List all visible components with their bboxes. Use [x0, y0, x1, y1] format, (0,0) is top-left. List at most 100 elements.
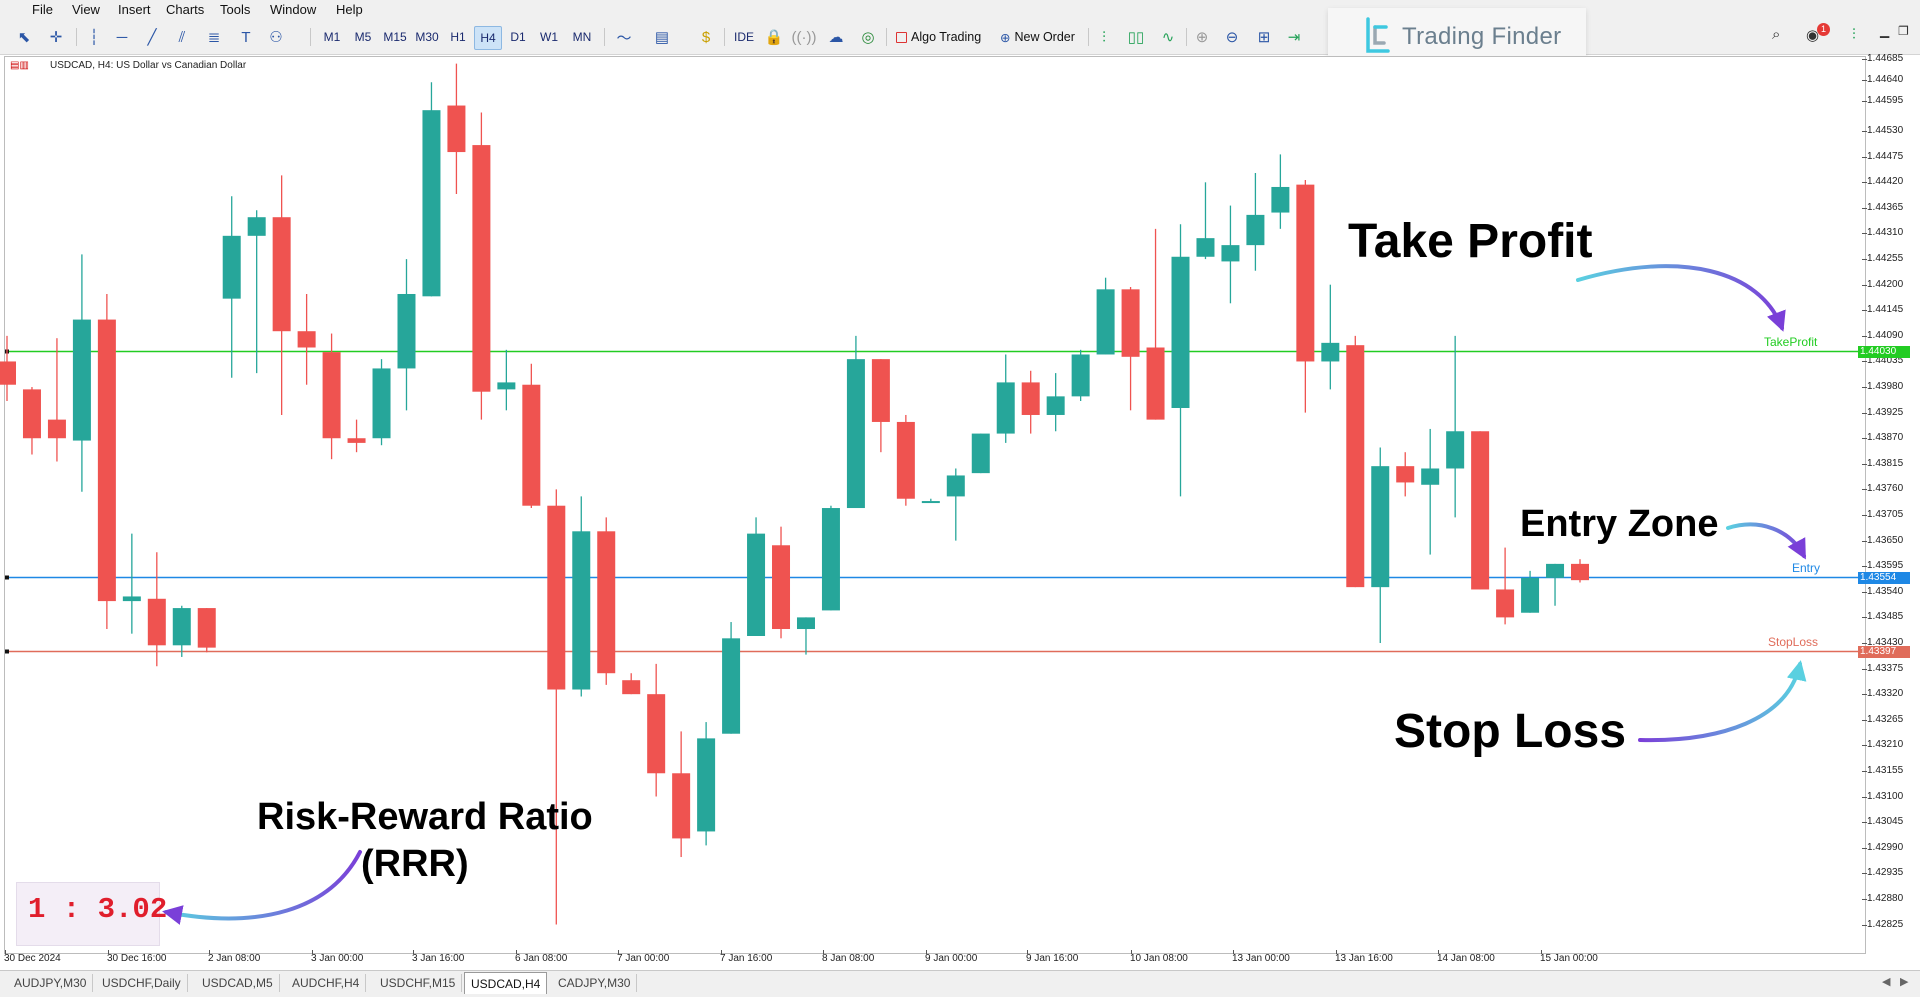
cursor-icon[interactable]: ⬉	[17, 29, 31, 46]
price-tick-mark	[1862, 898, 1867, 900]
channel-icon[interactable]: ⫽	[178, 28, 186, 46]
price-tick-mark	[1862, 719, 1867, 721]
price-tick-mark	[1862, 566, 1867, 568]
menu-insert[interactable]: Insert	[118, 2, 151, 17]
price-tick-mark	[1862, 642, 1867, 644]
price-tick-mark	[1862, 796, 1867, 798]
price-tick-label: 1.43045	[1867, 816, 1904, 828]
price-tick-mark	[1862, 412, 1867, 414]
time-label: 7 Jan 00:00	[617, 953, 670, 964]
price-tick-label: 1.43650	[1867, 534, 1904, 546]
price-tick-mark	[1862, 745, 1867, 747]
signal-icon[interactable]: ((·))	[791, 28, 817, 46]
tab-usdcad-h4[interactable]: USDCAD,H4	[464, 972, 548, 994]
menu-window[interactable]: Window	[270, 2, 317, 17]
signal-strength-icon[interactable]: ⫶	[1852, 26, 1856, 43]
crosshair-icon[interactable]: ✛	[49, 29, 63, 46]
tab-usdchf-daily[interactable]: USDCHF,Daily	[96, 974, 188, 992]
bar-chart-icon[interactable]: ⫶	[1102, 28, 1106, 46]
price-tick-mark	[1862, 847, 1867, 849]
ide-button[interactable]: IDE	[733, 30, 754, 44]
zoom-out-icon[interactable]: ⊖	[1225, 29, 1239, 46]
fibonacci-icon[interactable]: ≣	[207, 29, 221, 46]
price-tick-label: 1.43870	[1867, 432, 1904, 444]
lock-icon[interactable]: 🔒	[764, 29, 784, 46]
chart-type-icon[interactable]: 〜	[616, 29, 632, 47]
cloud-icon[interactable]: ☁	[828, 29, 844, 46]
timeframe-h4[interactable]: H4	[474, 26, 502, 50]
entry-zone-annotation: Entry Zone	[1520, 503, 1719, 545]
shapes-icon[interactable]: ⚇	[269, 29, 283, 46]
price-tick-mark	[1862, 284, 1867, 286]
time-tick-mark	[1131, 950, 1132, 954]
menu-bar: File View Insert Charts Tools Window Hel…	[0, 0, 1920, 20]
trendline-icon[interactable]: ╱	[147, 29, 157, 46]
menu-help[interactable]: Help	[336, 2, 363, 17]
autoscroll-icon[interactable]: ⇥	[1287, 29, 1301, 46]
price-tick-label: 1.44090	[1867, 329, 1904, 341]
tabs-scroll-left-icon[interactable]: ◀	[1882, 976, 1891, 988]
tabs-scroll-right-icon[interactable]: ▶	[1900, 976, 1909, 988]
templates-icon[interactable]: ▤	[654, 29, 670, 46]
price-tick-mark	[1862, 100, 1867, 102]
price-tick-label: 1.43210	[1867, 739, 1904, 751]
menu-file[interactable]: File	[32, 2, 53, 17]
stop-square-icon	[896, 31, 907, 43]
rrr-panel	[16, 882, 160, 946]
time-label: 15 Jan 00:00	[1540, 953, 1598, 964]
stop-loss-annotation: Stop Loss	[1394, 705, 1627, 758]
horizontal-line-icon[interactable]: ─	[116, 28, 128, 46]
new-order-button[interactable]: ⊕ New Order	[1000, 26, 1075, 48]
tab-usdchf-m15[interactable]: USDCHF,M15	[374, 974, 463, 992]
time-label: 7 Jan 16:00	[720, 953, 773, 964]
menu-charts[interactable]: Charts	[166, 2, 205, 17]
search-icon[interactable]: ⌕	[1772, 26, 1781, 43]
price-tick-label: 1.44530	[1867, 125, 1904, 137]
text-tool-icon[interactable]: T	[241, 28, 251, 46]
chart-panel[interactable]	[4, 56, 1866, 954]
line-chart-icon[interactable]: ∿	[1161, 29, 1175, 46]
grid-icon[interactable]: ⊞	[1257, 29, 1271, 46]
price-tick-label: 1.44685	[1867, 53, 1904, 64]
window-restore-icon[interactable]: ❐	[1898, 24, 1909, 38]
window-minimize-icon[interactable]: ▁	[1880, 24, 1890, 38]
price-tick-label: 1.43265	[1867, 713, 1904, 725]
vps-icon[interactable]: ◎	[861, 29, 875, 46]
tab-audjpy-m30[interactable]: AUDJPY,M30	[8, 974, 94, 992]
timeframe-m5[interactable]: M5	[354, 30, 372, 44]
price-tick-mark	[1862, 617, 1867, 619]
zoom-in-icon[interactable]: ⊕	[1195, 29, 1209, 46]
timeframe-mn[interactable]: MN	[572, 30, 592, 44]
candlestick-icon[interactable]: ▯▯	[1127, 29, 1145, 46]
price-tick-mark	[1862, 335, 1867, 337]
price-tick-mark	[1862, 822, 1867, 824]
timeframe-d1[interactable]: D1	[510, 30, 526, 44]
vertical-line-icon[interactable]: ┆	[89, 29, 99, 46]
time-tick-mark	[823, 950, 824, 954]
timeframe-m15[interactable]: M15	[383, 30, 407, 44]
time-tick-mark	[413, 950, 414, 954]
timeframe-m30[interactable]: M30	[415, 30, 439, 44]
time-label: 9 Jan 16:00	[1026, 953, 1079, 964]
tab-usdcad-m5[interactable]: USDCAD,M5	[196, 974, 280, 992]
price-tick-label: 1.42990	[1867, 841, 1904, 853]
time-label: 6 Jan 08:00	[515, 953, 568, 964]
algo-trading-button[interactable]: Algo Trading	[896, 26, 981, 48]
price-tick-mark	[1862, 873, 1867, 875]
price-tick-mark	[1862, 591, 1867, 593]
timeframe-m1[interactable]: M1	[323, 30, 341, 44]
time-tick-mark	[721, 950, 722, 954]
price-tick-mark	[1862, 540, 1867, 542]
timeframe-w1[interactable]: W1	[540, 30, 558, 44]
tab-audchf-h4[interactable]: AUDCHF,H4	[286, 974, 367, 992]
tab-cadjpy-m30[interactable]: CADJPY,M30	[552, 974, 638, 992]
timeframe-h1[interactable]: H1	[450, 30, 466, 44]
price-tick-mark	[1862, 770, 1867, 772]
dollar-icon[interactable]: $	[701, 28, 711, 46]
chat-icon[interactable]: ◉	[1806, 27, 1820, 44]
menu-view[interactable]: View	[72, 2, 100, 17]
price-tick-label: 1.43155	[1867, 764, 1904, 776]
menu-tools[interactable]: Tools	[220, 2, 251, 17]
price-tick-label: 1.42880	[1867, 892, 1904, 904]
price-tick-mark	[1862, 694, 1867, 696]
